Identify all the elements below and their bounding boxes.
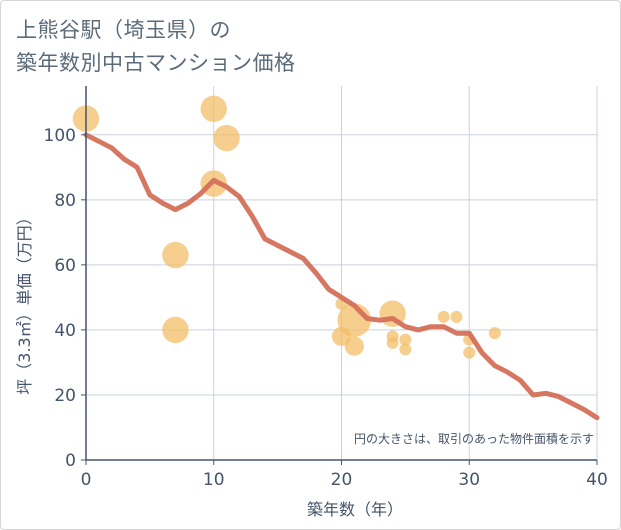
bubble-size-note: 円の大きさは、取引のあった物件面積を示す xyxy=(354,431,594,446)
x-tick-label: 10 xyxy=(203,470,225,490)
x-tick-label: 30 xyxy=(458,470,480,490)
x-axis-title: 築年数（年） xyxy=(307,500,403,519)
data-bubble xyxy=(344,336,364,356)
data-bubble xyxy=(162,241,189,269)
y-tick-label: 80 xyxy=(54,191,76,211)
tick-label-layer: 0 10 20 30 40 0 20 40 60 80 100 xyxy=(44,126,608,490)
y-tick-label: 0 xyxy=(65,451,76,471)
y-axis-title: 坪（3.3㎡）単価（万円） xyxy=(15,209,34,394)
y-tick-label: 20 xyxy=(54,386,76,406)
data-bubble xyxy=(200,95,227,122)
data-bubble xyxy=(488,327,501,340)
x-tick-label: 20 xyxy=(331,470,353,490)
trend-line xyxy=(83,132,600,421)
chart-title: 上熊谷駅（埼玉県）の 築年数別中古マンション価格 xyxy=(16,14,296,80)
data-bubble xyxy=(386,336,399,349)
y-tick-label: 60 xyxy=(54,256,76,276)
data-bubble xyxy=(399,333,412,346)
data-bubble xyxy=(450,310,463,323)
data-bubble xyxy=(437,310,450,323)
data-bubble xyxy=(399,343,412,356)
data-bubble xyxy=(463,346,476,359)
x-tick-label: 40 xyxy=(586,470,608,490)
data-bubble xyxy=(162,316,189,344)
x-tick-label: 0 xyxy=(81,470,92,490)
y-tick-label: 100 xyxy=(44,126,76,146)
y-tick-label: 40 xyxy=(54,321,76,341)
chart-title-line-1: 上熊谷駅（埼玉県）の xyxy=(16,18,231,42)
axis-layer xyxy=(81,86,598,465)
grid-layer xyxy=(86,86,598,460)
trend-line-layer xyxy=(83,132,600,421)
chart-title-line-2: 築年数別中古マンション価格 xyxy=(16,51,296,75)
data-bubble xyxy=(213,124,240,152)
